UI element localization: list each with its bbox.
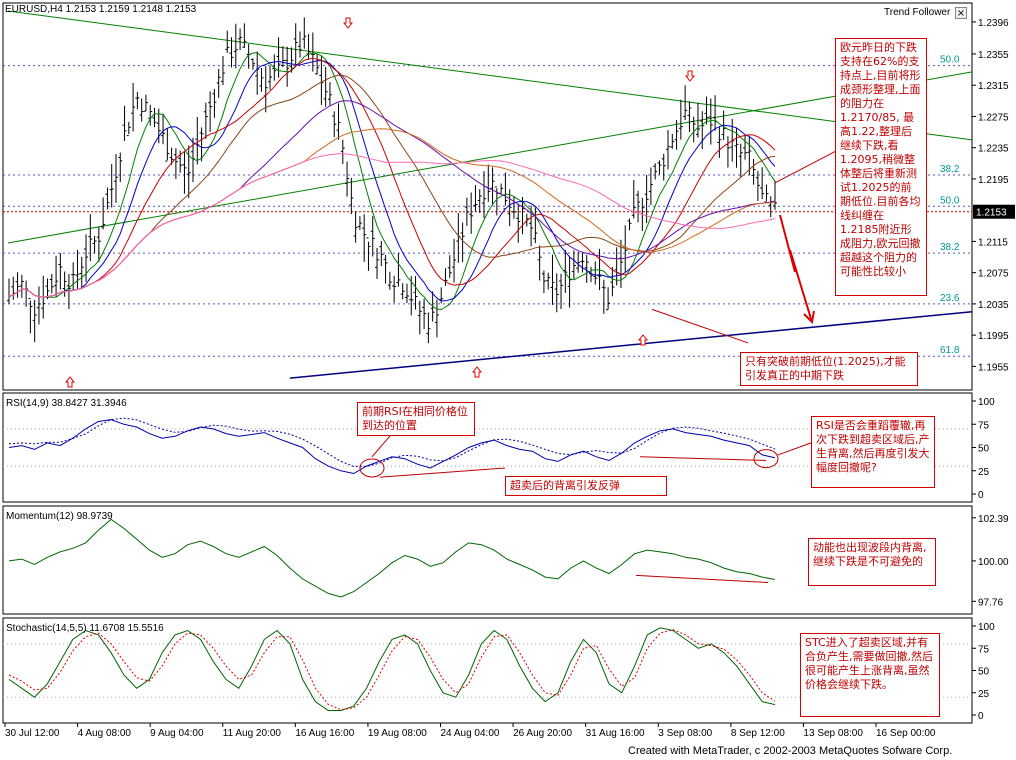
axis-labels: 1.2396 1.2355 1.2315 1.2275 1.2235 1.2195 1.21… xyxy=(4,18,1015,739)
close-icon[interactable]: × xyxy=(955,7,967,19)
rsi-signal-line xyxy=(8,417,776,467)
annotation-rsi-prev: 前期RSI在相同价格位到达的位置 xyxy=(357,402,475,436)
momentum-line xyxy=(8,518,776,598)
x-tick-label: 26 Aug 20:00 xyxy=(513,728,572,739)
arrow-marker-up xyxy=(637,334,649,346)
annotation-rsi-right: RSI是否会重蹈覆辙,再次下跌到超卖区域后,产生背离,然后再度引发大幅度回撤呢? xyxy=(811,416,935,488)
annotation-rsi-divergence: 超卖后的背离引发反弹 xyxy=(505,476,667,496)
x-tick-label: 16 Aug 16:00 xyxy=(295,728,354,739)
mom-tick-label: 97.76 xyxy=(978,597,1003,608)
chart-markers xyxy=(64,17,696,388)
price-tick-label: 1.2035 xyxy=(978,300,1009,311)
stochastic-series xyxy=(8,627,776,711)
rsi-pointer-left xyxy=(371,433,393,458)
x-tick-label: 3 Sep 08:00 xyxy=(658,728,712,739)
price-tick-label: 1.1995 xyxy=(978,331,1009,342)
price-tick-label: 1.2235 xyxy=(978,144,1009,155)
trendline-support-green xyxy=(7,71,973,244)
price-tick-label: 1.2115 xyxy=(978,237,1008,248)
rsi-pointer-right xyxy=(777,442,812,456)
x-tick-label: 24 Aug 04:00 xyxy=(441,728,500,739)
moving-average-13 xyxy=(8,59,776,302)
stochastic-signal-line xyxy=(8,629,776,711)
mom-tick-label: 102.39 xyxy=(978,514,1009,525)
rsi-divergence-line-right xyxy=(639,456,767,462)
rsi-divergence-line xyxy=(379,467,506,478)
annotation-pointer-price xyxy=(774,151,836,184)
trendline-resistance xyxy=(7,10,973,141)
arrow-marker-down xyxy=(684,70,696,82)
current-price-box xyxy=(973,204,1015,219)
rsi-series xyxy=(8,417,812,478)
moving-average-8 xyxy=(8,52,776,311)
x-tick-label: 30 Jul 12:00 xyxy=(5,728,60,739)
fib-label: 23.6 xyxy=(940,293,960,304)
sto-tick-label: 75 xyxy=(978,644,990,655)
fib-label: 50.0 xyxy=(940,195,960,206)
moving-average-21 xyxy=(8,57,776,298)
price-tick-label: 1.2355 xyxy=(978,50,1009,61)
price-tick-label: 1.2075 xyxy=(978,269,1009,280)
trendline-support-blue xyxy=(289,310,973,379)
panel-price xyxy=(2,2,973,391)
fib-label: 38.2 xyxy=(940,242,960,253)
rsi-line xyxy=(8,419,776,475)
rsi-tick-label: 0 xyxy=(978,490,984,501)
trend-lines xyxy=(7,10,973,379)
momentum-divergence-line xyxy=(635,574,769,584)
x-tick-label: 16 Sep 00:00 xyxy=(876,728,936,739)
projection-arrowhead xyxy=(803,310,815,325)
x-tick-label: 19 Aug 08:00 xyxy=(368,728,427,739)
rsi-title: RSI(14,9) 38.8427 31.3946 xyxy=(6,398,127,409)
x-tick-label: 4 Aug 08:00 xyxy=(78,728,132,739)
x-tick-label: 11 Aug 20:00 xyxy=(223,728,282,739)
rsi-tick-label: 100 xyxy=(978,397,995,408)
mom-title: Momentum(12) 98.9739 xyxy=(6,511,113,522)
annotation-momentum-box: 动能也出现波段内背离,继续下跌是不可避免的 xyxy=(808,538,936,586)
current-price-label: 1.2153 xyxy=(976,208,1007,219)
fib-label: 61.8 xyxy=(940,345,960,356)
moving-averages xyxy=(8,52,776,311)
price-tick-label: 1.2195 xyxy=(978,175,1009,186)
momentum-series xyxy=(8,518,776,598)
annotation-low-box: 只有突破前期低位(1.2025),才能引发真正的中期下跌 xyxy=(740,352,918,386)
fibonacci-levels: 50.0 38.2 50.0 38.2 23.6 61.8 xyxy=(3,55,972,357)
annotation-pointer-low xyxy=(651,308,749,344)
sto-tick-label: 25 xyxy=(978,689,990,700)
sto-tick-label: 0 xyxy=(978,711,984,722)
mom-tick-label: 100.00 xyxy=(978,557,1009,568)
x-tick-label: 9 Aug 04:00 xyxy=(150,728,204,739)
fib-label: 50.0 xyxy=(940,55,960,66)
annotation-stochastic-box: STC进入了超卖区域,并有合负产生,需要做回撤,然后很可能产生上涨背离,虽然价格… xyxy=(800,633,940,717)
symbol-header: EURUSD,H4 1.2153 1.2159 1.2148 1.2153 xyxy=(5,4,197,15)
sto-tick-label: 100 xyxy=(978,622,995,633)
footer-credit: Created with MetaTrader, c 2002-2003 Met… xyxy=(628,745,953,757)
moving-average-89 xyxy=(8,153,776,298)
stochastic-main-line xyxy=(8,627,776,711)
price-bars xyxy=(7,17,777,344)
sto-tick-label: 50 xyxy=(978,667,990,678)
grid-lines xyxy=(3,211,972,698)
rsi-circle-left xyxy=(359,458,385,478)
price-tick-label: 1.2315 xyxy=(978,81,1009,92)
arrow-marker-up xyxy=(64,376,76,388)
rsi-tick-label: 50 xyxy=(978,444,990,455)
x-tick-label: 8 Sep 12:00 xyxy=(731,728,785,739)
fib-label: 38.2 xyxy=(940,164,960,175)
price-tick-label: 1.1955 xyxy=(978,362,1009,373)
rsi-tick-label: 25 xyxy=(978,467,990,478)
arrow-marker-down xyxy=(342,17,354,29)
annotation-price-box: 欧元昨日的下跌支持在62%的支持点上,目前将形成颈形整理,上面的阻力在1.217… xyxy=(835,38,927,296)
indicator-name: Trend Follower xyxy=(884,7,951,18)
arrow-marker-up xyxy=(471,366,483,378)
rsi-circle-right xyxy=(753,449,779,469)
projection-arrow xyxy=(779,214,813,323)
sto-title: Stochastic(14,5,5) 11.6708 15.5516 xyxy=(6,623,164,634)
panel-rsi xyxy=(2,392,973,503)
x-tick-label: 13 Sep 08:00 xyxy=(803,728,863,739)
price-tick-label: 1.2396 xyxy=(978,18,1009,29)
price-tick-label: 1.2275 xyxy=(978,112,1009,123)
rsi-tick-label: 75 xyxy=(978,420,990,431)
x-tick-label: 31 Aug 16:00 xyxy=(586,728,645,739)
